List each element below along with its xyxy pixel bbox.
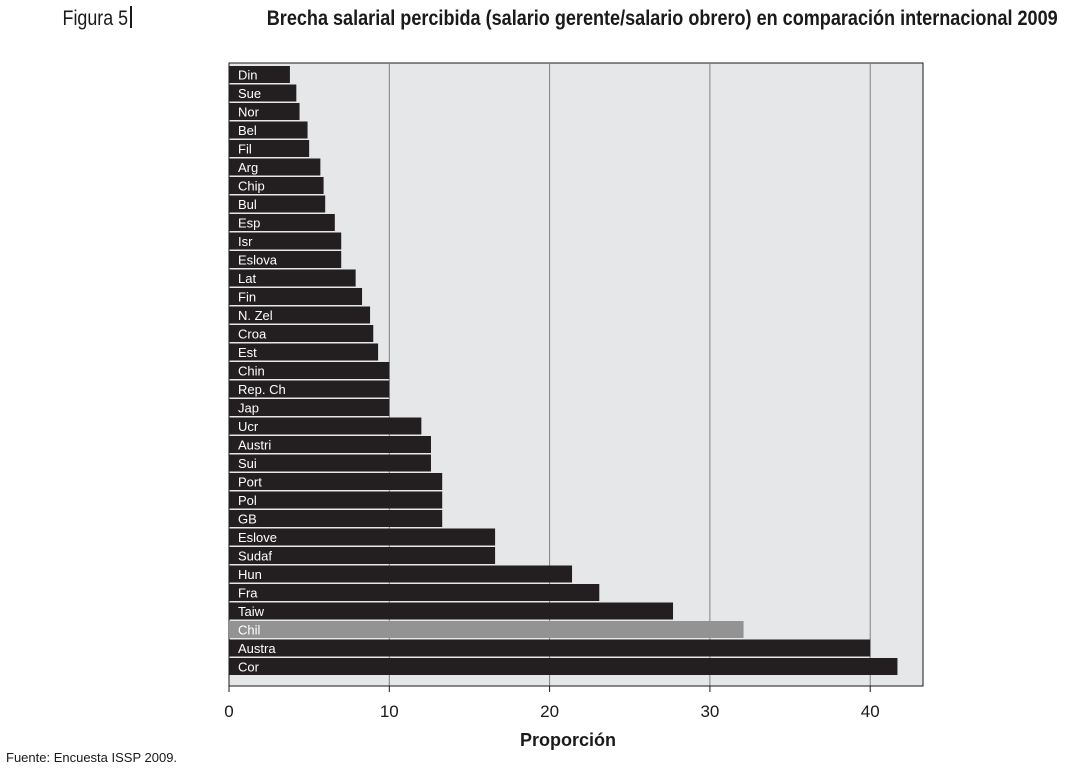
bar-arg [229, 158, 321, 176]
bar-label-din: Din [238, 68, 258, 83]
bar-label-bul: Bul [238, 197, 257, 212]
bar-label-austra: Austra [238, 641, 276, 656]
bar-label-austri: Austri [238, 438, 271, 453]
bar-fra [229, 584, 600, 601]
bar-label-sui: Sui [238, 456, 257, 471]
title-separator [130, 6, 133, 28]
chart-title: Brecha salarial percibida (salario geren… [267, 7, 1058, 30]
bar-label-croa: Croa [238, 327, 267, 342]
bar-n-zel [229, 306, 371, 324]
bar-austra [229, 639, 871, 657]
bar-label-eslove: Eslove [238, 530, 277, 545]
bar-rep-ch [229, 380, 390, 398]
bar-esp [229, 214, 335, 231]
bars: Din Sue Nor Bel Fil Arg Chip Bul Esp Isr Eslova Lat… [229, 66, 898, 675]
bar-label-rep-ch: Rep. Ch [238, 382, 286, 397]
bar-port [229, 473, 443, 490]
bar-label-n-zel: N. Zel [238, 308, 273, 323]
bar-austri [229, 436, 431, 453]
bar-label-cor: Cor [238, 660, 260, 675]
bar-chin [229, 362, 390, 379]
bar-ucr [229, 417, 422, 435]
bar-label-fin: Fin [238, 290, 256, 305]
bar-eslove [229, 528, 496, 546]
figure-label: Figura 5 [62, 7, 129, 30]
bar-label-port: Port [238, 475, 262, 490]
bar-gb [229, 510, 443, 527]
bar-label-sue: Sue [238, 86, 261, 101]
bar-label-ucr: Ucr [238, 419, 259, 434]
x-tick-label-1: 10 [380, 702, 399, 721]
bar-din [229, 66, 290, 83]
bar-label-esp: Esp [238, 216, 260, 231]
x-tick-label-3: 30 [700, 702, 719, 721]
bar-est [229, 343, 379, 361]
bar-bel [229, 121, 308, 139]
bar-label-chip: Chip [238, 179, 265, 194]
bar-sui [229, 454, 431, 472]
x-axis: 0 10 20 30 40 [224, 685, 923, 721]
bar-label-bel: Bel [238, 123, 257, 138]
bar-label-pol: Pol [238, 493, 257, 508]
bar-label-lat: Lat [238, 271, 256, 286]
bar-chip [229, 177, 324, 194]
bar-label-sudaf: Sudaf [238, 549, 272, 564]
bar-eslova [229, 251, 342, 268]
bar-label-chin: Chin [238, 364, 265, 379]
bar-label-hun: Hun [238, 567, 262, 582]
bar-hun [229, 565, 573, 583]
bar-nor [229, 103, 300, 120]
bar-label-gb: GB [238, 512, 257, 527]
bar-jap [229, 399, 390, 416]
bar-label-arg: Arg [238, 160, 258, 175]
bar-pol [229, 491, 443, 509]
x-axis-label: Proporción [520, 730, 616, 750]
bar-fil [229, 140, 310, 157]
bar-chil [229, 621, 744, 638]
bar-isr [229, 232, 342, 250]
bar-sue [229, 84, 297, 102]
x-tick-label-2: 20 [540, 702, 559, 721]
bar-lat [229, 269, 356, 287]
bar-label-fra: Fra [238, 586, 258, 601]
bar-label-taiw: Taiw [238, 604, 265, 619]
chart-title-row: Figura 5 Brecha salarial percibida (salar… [0, 6, 1058, 31]
source-note: Fuente: Encuesta ISSP 2009. [6, 750, 178, 765]
bar-bul [229, 195, 326, 213]
bar-taiw [229, 602, 674, 620]
bar-label-eslova: Eslova [238, 253, 278, 268]
x-tick-label-0: 0 [224, 702, 233, 721]
bar-cor [229, 658, 898, 675]
x-tick-label-4: 40 [861, 702, 880, 721]
bar-croa [229, 325, 374, 342]
bar-fin [229, 288, 363, 305]
bar-label-jap: Jap [238, 401, 259, 416]
bar-label-nor: Nor [238, 105, 260, 120]
bar-label-chil: Chil [238, 623, 261, 638]
bar-label-fil: Fil [238, 142, 252, 157]
bar-label-isr: Isr [238, 234, 253, 249]
bar-label-est: Est [238, 345, 257, 360]
bar-sudaf [229, 547, 496, 564]
